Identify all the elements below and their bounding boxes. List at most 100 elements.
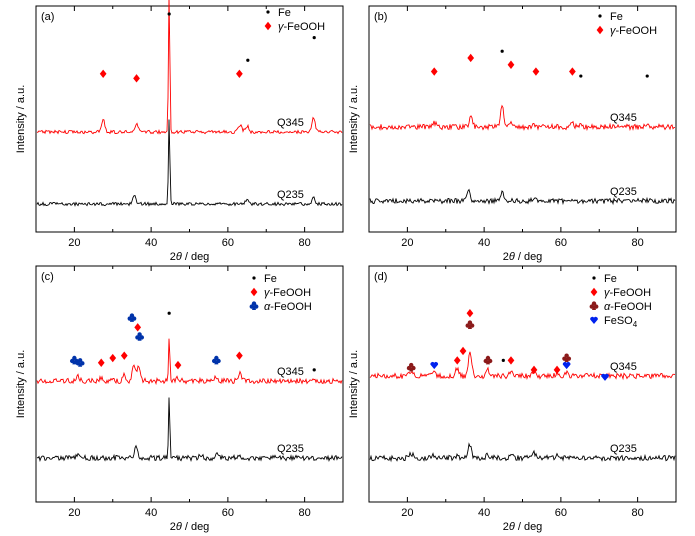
dot-marker (501, 358, 505, 362)
diamond-marker (97, 358, 105, 367)
diamond-marker (466, 309, 474, 318)
diamond-marker (236, 351, 243, 360)
dot-marker (645, 74, 649, 78)
legend-label: Fe (278, 7, 291, 19)
panel-d: 20 40 60 80 (d) 2θ / deg Intensity / a.u. Q345 Q… (348, 265, 677, 533)
x-tick-label: 60 (222, 237, 234, 249)
club-marker (127, 313, 137, 322)
heart-marker (601, 373, 609, 381)
y-axis-title: Intensity / a.u. (348, 85, 360, 153)
diamond-marker (569, 67, 576, 76)
heart-marker (430, 361, 439, 370)
diamond-marker (507, 60, 515, 69)
x-tick-label: 80 (299, 237, 311, 249)
panel-label: (a) (41, 11, 54, 23)
diamond-marker (120, 351, 128, 360)
x-tick-label: 20 (68, 507, 80, 519)
legend-diamond-symbol (596, 25, 604, 35)
diamond-marker (133, 74, 140, 83)
club-marker (562, 353, 572, 363)
trace-q235 (369, 442, 676, 463)
panel-label: (d) (374, 271, 387, 283)
club-marker (211, 355, 221, 365)
dot-marker (312, 368, 316, 372)
legend-diamond-symbol (590, 287, 598, 297)
dot-marker (167, 311, 171, 315)
legend-dot-symbol (598, 14, 602, 18)
sample-label-q345: Q345 (610, 112, 637, 124)
legend-dot-symbol (266, 10, 270, 14)
legend-dot-symbol (252, 276, 256, 280)
diamond-marker (553, 365, 561, 375)
trace-q345 (369, 351, 676, 381)
x-tick-label: 40 (145, 237, 157, 249)
diamond-marker (453, 356, 461, 365)
legend-club-symbol (589, 301, 599, 310)
x-tick-label: 40 (145, 507, 157, 519)
x-tick-label: 80 (632, 507, 644, 519)
sample-label-q345: Q345 (277, 117, 304, 129)
y-axis-title: Intensity / a.u. (15, 350, 27, 418)
legend-diamond-symbol (264, 21, 272, 31)
sample-label-q235: Q235 (610, 443, 637, 455)
x-axis-title: 2θ / deg (170, 251, 210, 263)
x-axis-title: 2θ / deg (170, 521, 210, 533)
x-tick-label: 20 (401, 237, 413, 249)
club-marker (465, 320, 475, 329)
diamond-marker (134, 323, 142, 332)
legend-label: γ-FeOOH (610, 25, 657, 37)
legend-label: α-FeOOH (264, 301, 312, 313)
trace-q235 (36, 397, 343, 463)
trace-q345 (369, 104, 676, 132)
diamond-marker (430, 67, 438, 76)
x-tick-label: 40 (478, 507, 490, 519)
x-tick-label: 20 (68, 237, 80, 249)
legend-label: FeSO4 (604, 315, 638, 329)
legend-dot-symbol (592, 276, 596, 280)
club-marker (406, 362, 416, 372)
panel-label: (c) (41, 271, 54, 283)
x-tick-label: 80 (632, 237, 644, 249)
club-marker (75, 358, 85, 367)
sample-label-q345: Q345 (277, 366, 304, 378)
diamond-marker (507, 356, 515, 365)
x-tick-label: 60 (555, 237, 567, 249)
legend-label: Fe (604, 273, 617, 285)
trace-q345 (36, 338, 343, 386)
legend-diamond-symbol (250, 287, 258, 297)
diamond-marker (530, 365, 538, 375)
legend-label: α-FeOOH (604, 301, 652, 313)
legend-label: Fe (264, 273, 277, 285)
diamond-marker (459, 346, 467, 356)
legend-label: γ-FeOOH (278, 21, 325, 33)
x-axis-title: 2θ / deg (503, 251, 543, 263)
trace-q345 (36, 0, 343, 135)
dot-marker (500, 49, 504, 53)
legend-heart-symbol (590, 316, 598, 324)
trace-q235 (369, 188, 676, 206)
panel-b: 20 40 60 80 (b) 2θ / deg Intensity / a.u. Q345 Q… (348, 5, 677, 263)
legend-label: γ-FeOOH (264, 287, 311, 299)
dot-marker (579, 74, 583, 78)
heart-marker (562, 361, 571, 370)
diamond-marker (236, 69, 243, 78)
panel-c: 20 40 60 80 (c) 2θ / deg Intensity / a.u. Q345 Q… (15, 265, 344, 533)
sample-label-q235: Q235 (277, 443, 304, 455)
diamond-marker (532, 67, 540, 76)
x-axis-title: 2θ / deg (503, 521, 543, 533)
sample-label-q235: Q235 (277, 189, 304, 201)
y-axis-title: Intensity / a.u. (348, 350, 360, 418)
legend-label: Fe (610, 11, 623, 23)
panel-label: (b) (374, 11, 387, 23)
x-tick-label: 20 (401, 507, 413, 519)
club-marker (135, 332, 145, 341)
diamond-marker (109, 353, 117, 363)
legend-club-symbol (249, 301, 259, 310)
sample-label-q235: Q235 (610, 186, 637, 198)
diamond-marker (467, 53, 475, 63)
x-tick-label: 60 (222, 507, 234, 519)
x-tick-label: 80 (299, 507, 311, 519)
panel-a: 20 40 60 80 (a) 2θ / deg Intensity / a.u. Q345 Q… (15, 0, 344, 263)
x-tick-label: 60 (555, 507, 567, 519)
